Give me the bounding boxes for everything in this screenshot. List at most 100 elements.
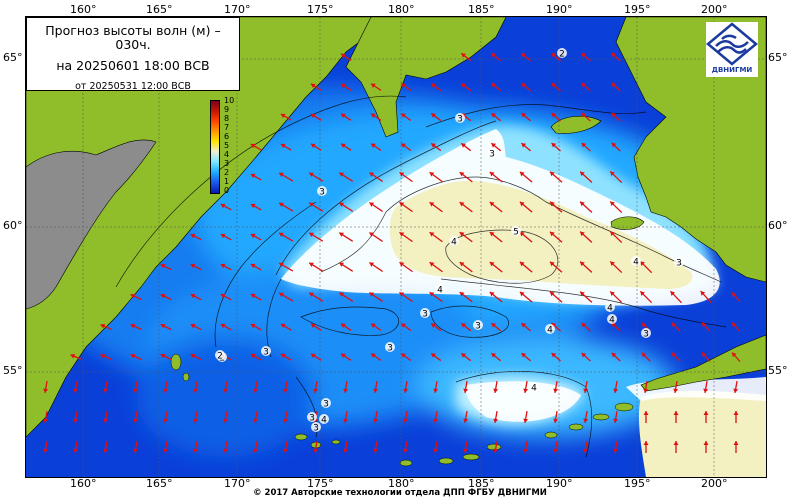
- wave-arrow: [220, 233, 232, 241]
- wave-arrow: [193, 440, 199, 454]
- lon-tick-label: 195°: [624, 3, 651, 16]
- contour-label: 3: [311, 422, 321, 434]
- wave-arrow: [403, 380, 409, 394]
- wave-arrow: [283, 410, 289, 424]
- contour-label-text: 3: [475, 322, 481, 332]
- wave-arrow: [373, 440, 379, 454]
- wave-arrow: [43, 410, 49, 424]
- wave-arrow: [430, 112, 442, 122]
- contour-label-text: 4: [633, 258, 639, 268]
- wave-arrow: [731, 322, 741, 332]
- wave-arrow: [673, 441, 679, 453]
- wave-arrow: [253, 440, 259, 454]
- wave-arrow: [490, 82, 502, 92]
- land-st-lawrence-island: [550, 115, 602, 134]
- wave-arrow: [430, 322, 442, 332]
- wave-arrow: [639, 260, 653, 274]
- colorbar-tick-label: 8: [224, 114, 230, 123]
- contour-label: 5: [511, 226, 521, 238]
- contour-label: 3: [317, 186, 327, 198]
- wave-arrow: [278, 292, 294, 302]
- wave-arrow: [280, 323, 292, 331]
- copyright-notice: © 2017 Авторские технологии отдела ДПП Ф…: [253, 488, 547, 498]
- wave-arrow: [460, 352, 472, 362]
- contour-label-text: 3: [319, 188, 325, 198]
- wave-arrow: [523, 440, 529, 454]
- contour-label: 3: [307, 412, 317, 424]
- contour-label-text: 3: [489, 150, 495, 160]
- wave-arrow: [250, 203, 262, 211]
- wave-arrow: [459, 291, 473, 303]
- wave-arrow: [639, 290, 653, 304]
- wave-arrow: [490, 322, 502, 332]
- wave-arrow: [399, 291, 413, 303]
- wave-arrow: [490, 112, 502, 122]
- wave-arrow: [190, 353, 202, 361]
- wave-arrow: [609, 260, 623, 274]
- wave-arrow: [310, 143, 322, 151]
- wave-arrow: [459, 231, 473, 243]
- wave-arrow: [731, 352, 741, 362]
- contour-label: 3: [261, 346, 271, 358]
- lat-tick-label: 55°: [768, 364, 788, 377]
- wave-arrow: [581, 142, 591, 152]
- wave-arrow: [250, 143, 262, 151]
- wave-arrow: [369, 201, 383, 213]
- colorbar-tick-label: 6: [224, 132, 230, 141]
- wave-arrow: [520, 112, 532, 122]
- wave-arrow: [613, 410, 619, 424]
- contour-label-text: 2: [217, 352, 223, 362]
- contour-label: 4: [631, 256, 641, 268]
- contour-label-text: 4: [321, 416, 327, 426]
- wave-arrow: [338, 172, 354, 182]
- wave-arrow: [403, 410, 409, 424]
- wave-arrow: [553, 410, 559, 424]
- wave-arrow: [338, 262, 354, 272]
- wave-arrow: [103, 410, 109, 424]
- wave-arrow: [133, 440, 139, 454]
- contour-label: 3: [641, 328, 651, 340]
- wave-arrow: [520, 52, 532, 62]
- wave-arrow: [613, 380, 619, 394]
- wave-arrow: [310, 83, 322, 91]
- wave-arrow: [551, 352, 561, 362]
- wave-arrow: [370, 323, 382, 331]
- wave-arrow: [579, 231, 593, 243]
- contour-label-text: 2: [559, 50, 565, 60]
- wave-arrow: [611, 142, 621, 152]
- wave-arrow: [190, 323, 202, 331]
- wave-arrow: [220, 203, 232, 211]
- wave-arrow: [43, 440, 49, 454]
- forecast-valid-time: на 20250601 18:00 ВСВ: [56, 58, 210, 73]
- wave-arrow: [551, 142, 561, 152]
- wave-arrow: [583, 440, 589, 454]
- lat-tick-label: 65°: [768, 51, 788, 64]
- wave-arrow: [433, 410, 439, 424]
- wave-arrow: [250, 323, 262, 331]
- wave-arrow: [308, 292, 324, 302]
- wave-arrow: [553, 440, 559, 454]
- wave-arrow: [429, 231, 443, 243]
- wave-arrow: [460, 142, 472, 152]
- contour-label: 4: [435, 284, 445, 296]
- wave-arrow: [733, 441, 739, 453]
- wave-arrow: [190, 293, 202, 301]
- forecast-title: Прогноз высоты волн (м) –030ч.: [45, 23, 221, 52]
- contour-label-text: 4: [451, 238, 457, 248]
- colorbar-tick-label: 2: [224, 168, 230, 177]
- wave-arrow: [493, 380, 499, 394]
- wave-height-map: 233345433344433344323432: [26, 17, 766, 477]
- wave-arrow: [340, 83, 352, 91]
- wave-arrow: [250, 263, 262, 271]
- forecast-info-box: Прогноз высоты волн (м) –030ч. на 202506…: [26, 17, 240, 92]
- contour-label-text: 4: [607, 304, 613, 314]
- contour-label-text: 3: [676, 259, 682, 269]
- wave-arrow: [400, 112, 412, 122]
- wave-arrow: [370, 113, 382, 121]
- wave-arrow: [223, 440, 229, 454]
- wave-arrow: [460, 322, 472, 332]
- wave-arrow: [553, 380, 559, 394]
- dvnigmi-logo: ДВНИГМИ: [706, 22, 758, 77]
- lon-tick-label: 200°: [701, 3, 728, 16]
- wave-arrow: [340, 113, 352, 121]
